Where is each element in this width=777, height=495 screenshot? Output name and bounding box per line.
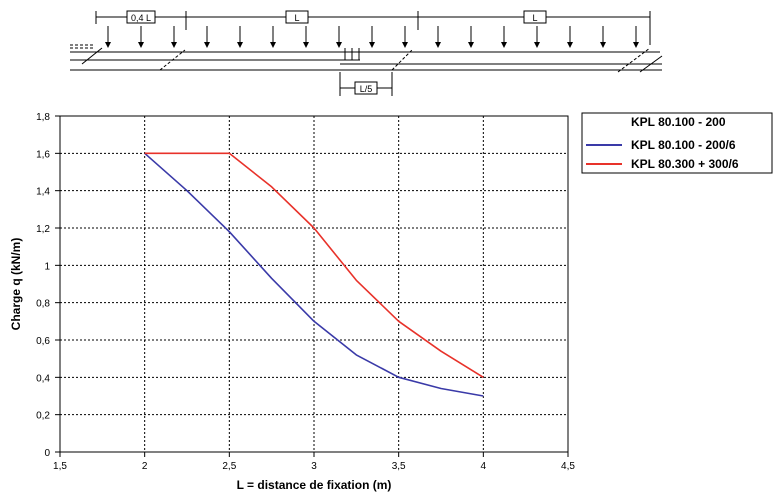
dimension-label-l5: L/5 [360,84,373,94]
load-arrow-head [204,42,210,48]
legend: KPL 80.100 - 200 KPL 80.100 - 200/6 KPL … [581,112,773,174]
load-arrow-head [270,42,276,48]
axis-ticks: 0 0,2 0,4 0,6 0,8 1 1,2 1,4 1,6 1,8 1,5 2 2,5 3 3,5 4 4,… [36,112,575,472]
y-tick-label: 0,2 [36,411,50,422]
series-line-1 [144,152,484,397]
load-arrow-head [171,42,177,48]
load-arrow-head [435,42,441,48]
dimension-box-l1 [285,10,309,24]
load-arrow-head [303,42,309,48]
load-arrow-head [138,42,144,48]
y-tick-label: 0,8 [36,299,50,310]
load-arrow-head [501,42,507,48]
y-tick-label: 1,6 [36,149,50,160]
y-tick-label: 1,4 [36,187,50,198]
y-tick-label: 1 [44,261,50,272]
series-line-2 [144,152,484,378]
y-tick-label: 1,2 [36,224,50,235]
dimension-label-l2: L [532,13,537,23]
x-tick-label: 2,5 [222,461,236,472]
load-arrow-head [105,42,111,48]
load-arrow-head [567,42,573,48]
series-lines [144,152,484,397]
load-arrow-head [468,42,474,48]
load-arrow-head [369,42,375,48]
legend-header: KPL 80.100 - 200 [631,115,726,129]
load-arrow-head [237,42,243,48]
x-tick-label: 1,5 [53,461,67,472]
y-tick-label: 1,8 [36,112,50,123]
dimension-label-l1: L [294,13,299,23]
x-tick-label: 2 [142,461,148,472]
dimension-label-04l: 0,4 L [131,13,151,23]
x-tick-label: 4 [481,461,487,472]
legend-label-series-2: KPL 80.300 + 300/6 [631,157,739,171]
dimension-box-l2 [523,10,547,24]
load-arrow-head [633,42,639,48]
x-tick-label: 3,5 [392,461,406,472]
beam-load-diagram [70,10,663,96]
grid [60,116,568,452]
load-arrow-head [402,42,408,48]
load-arrows [105,26,639,48]
x-tick-label: 3 [311,461,317,472]
x-axis-label: L = distance de fixation (m) [237,478,392,492]
dimension-box-04l [126,10,156,24]
legend-label-series-1: KPL 80.100 - 200/6 [631,138,736,152]
x-tick-label: 4,5 [561,461,575,472]
load-arrow-head [336,42,342,48]
y-tick-label: 0 [44,448,50,459]
y-tick-label: 0,4 [36,373,50,384]
dimension-box-l5 [354,81,378,95]
y-axis-label: Charge q (kN/m) [9,238,23,331]
load-arrow-head [600,42,606,48]
y-tick-label: 0,6 [36,336,50,347]
load-arrow-head [534,42,540,48]
